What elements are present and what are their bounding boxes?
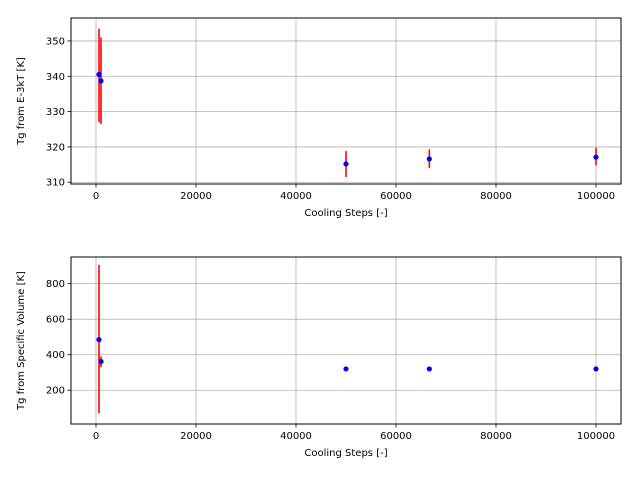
data-point-bottom	[426, 366, 432, 372]
ticks-bottom: 0 20000 40000 60000 80000 100000 200 400 600 800	[46, 279, 615, 442]
x-tick-label-bottom: 40000	[280, 431, 312, 442]
y-tick-label-top: 320	[46, 142, 65, 153]
x-axis-label-bottom: Cooling Steps [-]	[304, 448, 387, 459]
y-tick-label-top: 310	[46, 178, 65, 189]
y-tick-label-bottom: 400	[46, 350, 65, 361]
y-tick-label-bottom: 200	[46, 386, 65, 397]
data-marks-bottom	[96, 264, 599, 414]
data-marks-top	[96, 28, 599, 177]
y-tick-label-top: 340	[46, 72, 65, 83]
x-tick-label-bottom: 0	[93, 431, 99, 442]
x-tick-label-top: 60000	[380, 191, 412, 202]
data-point-top	[343, 161, 349, 167]
x-axis-label-top: Cooling Steps [-]	[304, 208, 387, 219]
subplot-top: 0 20000 40000 60000 80000 100000 310 320 330 340 3…	[16, 17, 622, 219]
subplot-bottom: 0 20000 40000 60000 80000 100000200400600800 …	[16, 256, 622, 459]
y-tick-label-bottom: 800	[46, 279, 65, 290]
data-point-bottom	[593, 366, 599, 372]
y-axis-label-top: Tg from E-3kT [K]	[16, 57, 27, 146]
axes-frame-bottom	[70, 256, 622, 425]
y-tick-label-top: 330	[46, 107, 65, 118]
data-point-top	[96, 71, 102, 78]
x-tick-label-top: 0	[93, 191, 99, 202]
data-point-bottom	[98, 358, 104, 365]
data-point-top	[426, 156, 432, 162]
x-tick-label-bottom: 60000	[380, 431, 412, 442]
x-tick-label-top: 40000	[280, 191, 312, 202]
x-tick-label-top: 80000	[480, 191, 512, 202]
x-tick-label-top: 100000	[577, 191, 615, 202]
data-point-bottom	[343, 366, 349, 372]
x-tick-label-bottom: 20000	[180, 431, 212, 442]
y-tick-label-bottom: 600	[46, 315, 65, 326]
grid-top	[71, 18, 621, 184]
data-point-top	[98, 78, 104, 84]
x-tick-label-top: 20000	[180, 191, 212, 202]
y-axis-label-bottom: Tg from Specific Volume [K]	[16, 271, 27, 411]
y-tick-label-top: 350	[46, 36, 65, 47]
data-point-top	[593, 154, 599, 160]
x-tick-label-bottom: 80000	[480, 431, 512, 442]
axes-frame-top	[70, 17, 622, 185]
data-point-bottom	[96, 337, 102, 343]
ticks-top: 0 20000 40000 60000 80000 100000 310 320 330 340 3…	[46, 36, 615, 202]
grid-bottom	[71, 257, 621, 424]
x-tick-label-bottom: 100000	[577, 431, 615, 442]
